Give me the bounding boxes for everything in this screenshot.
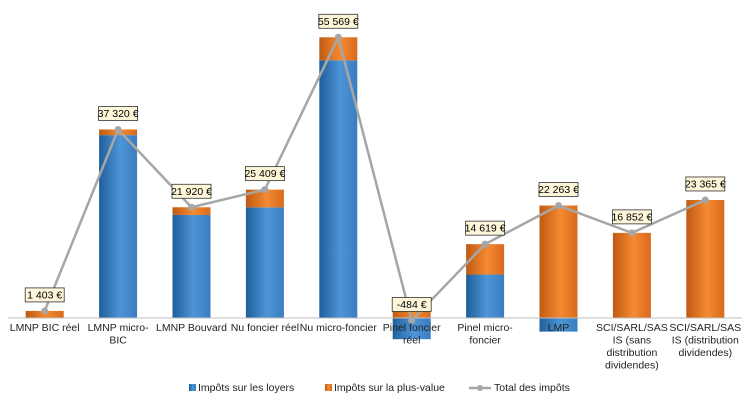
total-line-layer	[41, 33, 709, 324]
data-label-7: 22 263 €	[538, 182, 579, 197]
svg-text:Total des impôts: Total des impôts	[494, 382, 570, 394]
svg-text:Impôts sur la plus-value: Impôts sur la plus-value	[334, 382, 445, 394]
bar-plus-value-7	[539, 205, 578, 318]
svg-text:37 320 €: 37 320 €	[98, 108, 139, 120]
total-point-6	[481, 240, 489, 248]
legend-item-2: Total des impôts	[469, 382, 570, 394]
category-labels-layer: LMNP BIC réel LMNP micro-BIC LMNP Bouvard N…	[10, 322, 741, 372]
category-label-7: LMP	[548, 322, 570, 334]
total-point-7	[555, 202, 562, 210]
total-point-8	[628, 229, 636, 237]
category-label-1: LMNP micro-BIC	[88, 322, 150, 347]
svg-text:55 569 €: 55 569 €	[318, 16, 359, 28]
category-label-0: LMNP BIC réel	[10, 322, 80, 334]
bar-loyers-6	[466, 274, 505, 318]
total-line	[43, 36, 706, 322]
svg-text:21 920 €: 21 920 €	[171, 186, 212, 198]
svg-text:-484 €: -484 €	[397, 299, 427, 311]
svg-text:16 852 €: 16 852 €	[611, 211, 652, 223]
data-label-3: 25 409 €	[244, 166, 285, 182]
legend-swatch-0	[189, 384, 196, 391]
legend: Impôts sur les loyers Impôts sur la plus-…	[189, 382, 570, 394]
data-label-9: 23 365 €	[685, 176, 726, 192]
category-label-3: Nu foncier réel	[231, 322, 299, 334]
svg-text:22 263 €: 22 263 €	[538, 184, 579, 196]
data-label-0: 1 403 €	[24, 287, 65, 303]
total-point-3	[261, 186, 269, 194]
data-label-8: 16 852 €	[611, 209, 652, 225]
category-label-2: LMNP Bouvard	[156, 322, 227, 334]
legend-item-1: Impôts sur la plus-value	[325, 382, 445, 394]
total-point-5	[408, 316, 416, 324]
bar-plus-value-3	[245, 189, 284, 208]
category-label-4: Nu micro-foncier	[300, 322, 378, 334]
legend-item-0: Impôts sur les loyers	[189, 382, 294, 394]
bar-loyers-2	[172, 214, 211, 318]
bar-plus-value-6	[466, 244, 505, 275]
bar-plus-value-8	[612, 232, 651, 318]
legend-swatch-1	[325, 384, 332, 391]
bar-loyers-3	[245, 207, 284, 318]
category-label-8: SCI/SARL/SAS IS (sans distribution dividend…	[596, 322, 668, 372]
svg-text:25 409 €: 25 409 €	[244, 168, 285, 180]
data-label-4: 55 569 €	[318, 13, 359, 29]
data-label-1: 37 320 €	[98, 106, 139, 121]
total-point-1	[114, 125, 122, 133]
svg-text:23 365 €: 23 365 €	[685, 178, 726, 190]
bar-loyers-4	[319, 60, 358, 319]
bars-layer	[25, 37, 725, 340]
category-label-9: SCI/SARL/SAS IS (distribution dividendes)	[669, 322, 741, 359]
bar-loyers-7	[539, 318, 578, 332]
bar-loyers-5	[392, 318, 431, 340]
data-label-2: 21 920 €	[171, 183, 212, 199]
data-label-6: 14 619 €	[465, 220, 506, 236]
total-point-4	[334, 33, 342, 41]
total-point-9	[701, 196, 709, 204]
svg-text:1 403 €: 1 403 €	[27, 289, 62, 301]
svg-text:Impôts sur les loyers: Impôts sur les loyers	[198, 382, 294, 394]
category-label-5: Pinel foncier réel	[383, 322, 441, 347]
legend-swatch-2	[477, 385, 483, 391]
total-point-0	[41, 307, 49, 315]
category-label-6: Pinel micro-foncier	[457, 322, 513, 347]
bar-loyers-1	[99, 135, 138, 318]
bar-plus-value-0	[25, 310, 64, 318]
data-label-5: -484 €	[391, 297, 432, 312]
bar-plus-value-9	[686, 199, 725, 318]
data-labels-layer: 1 403 € 37 320 € 21 920 € 25 409 € 55 569 € -…	[24, 13, 726, 312]
bar-plus-value-2	[172, 207, 211, 215]
svg-text:14 619 €: 14 619 €	[465, 223, 506, 235]
total-point-2	[188, 203, 195, 211]
